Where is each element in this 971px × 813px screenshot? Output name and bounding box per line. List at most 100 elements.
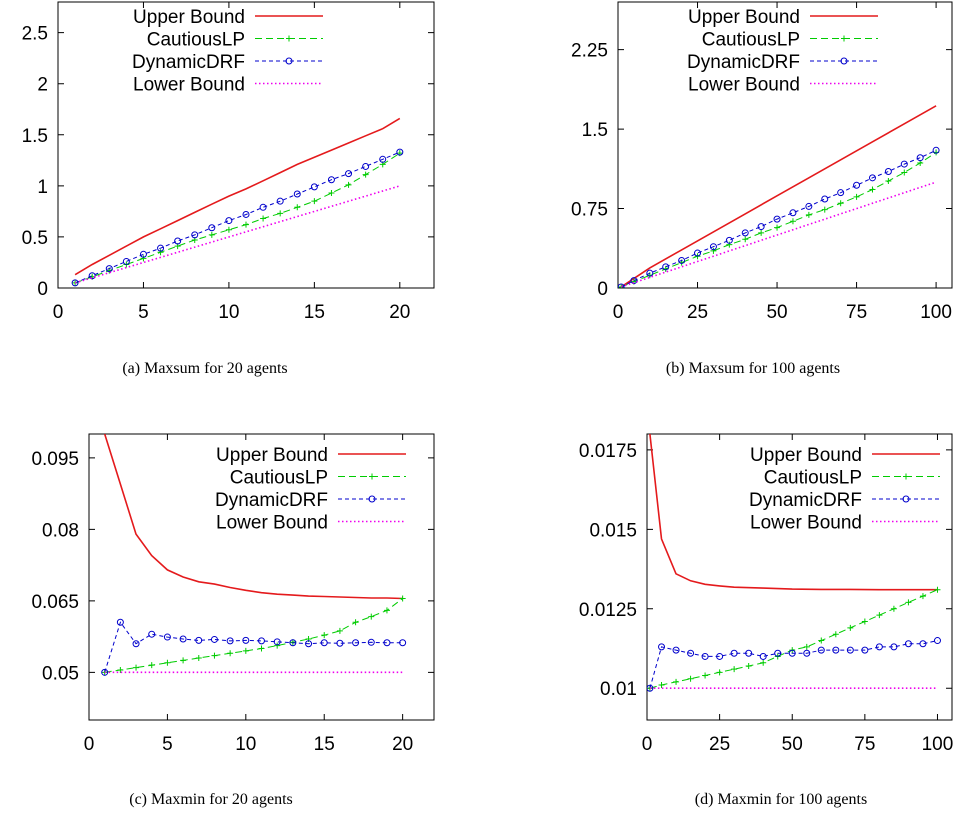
y-tick-label: 0.5 [22,228,48,249]
legend-label: Upper Bound [216,445,328,466]
point-dynamicdrf [258,637,265,645]
point-dynamicdrf [293,190,301,198]
point-cautiouslp [702,672,709,679]
point-cautiouslp [805,211,812,218]
point-cautiouslp [195,655,202,662]
point-dynamicdrf [259,203,267,211]
point-cautiouslp [803,643,810,650]
point-cautiouslp [277,210,284,217]
point-dynamicdrf [701,652,709,660]
y-tick-label: 0.0175 [579,441,637,462]
point-dynamicdrf [352,639,360,647]
point-cautiouslp [837,200,844,207]
point-dynamicdrf [832,646,840,654]
series-line-upper-bound [649,434,938,591]
point-dynamicdrf [174,237,182,245]
legend-marker-dynamicdrf [285,57,293,65]
point-cautiouslp [294,204,301,211]
legend-label: Upper Bound [133,7,245,28]
point-dynamicdrf [101,668,109,676]
point-cautiouslp [818,637,825,644]
point-dynamicdrf [846,646,854,654]
point-cautiouslp [368,613,375,620]
x-tick-label: 10 [218,302,239,323]
point-cautiouslp [919,593,926,600]
point-dynamicdrf [242,210,250,218]
point-dynamicdrf [367,638,375,646]
point-dynamicdrf [289,639,297,647]
x-tick-label: 0 [84,734,95,755]
subfigure-caption: (a) Maxsum for 20 agents [122,360,287,377]
point-dynamicdrf [678,256,686,264]
point-dynamicdrf [646,269,654,277]
point-cautiouslp [260,215,267,222]
point-dynamicdrf [647,684,654,692]
legend-label: CautiousLP [702,30,800,51]
y-tick-label: 0.08 [42,520,79,541]
legend-label: DynamicDRF [132,52,245,73]
point-dynamicdrf [163,633,171,641]
point-dynamicdrf [817,646,825,654]
point-dynamicdrf [741,229,749,237]
point-cautiouslp [148,662,155,669]
point-dynamicdrf [672,646,680,654]
series-line-upper-bound [103,434,403,600]
point-cautiouslp [673,678,680,685]
point-dynamicdrf [122,257,130,265]
point-cautiouslp [399,595,406,602]
point-cautiouslp [853,193,860,200]
x-tick-label: 100 [922,734,954,755]
y-tick-label: 1 [37,177,48,198]
point-cautiouslp [258,645,265,652]
point-dynamicdrf [226,637,234,645]
x-tick-label: 25 [687,302,708,323]
series-line-upper-bound [74,117,401,276]
point-dynamicdrf [310,183,318,191]
x-tick-label: 10 [235,734,256,755]
legend-label: DynamicDRF [749,490,862,511]
x-tick-label: 75 [846,302,867,323]
point-dynamicdrf [789,209,797,217]
point-cautiouslp [890,605,897,612]
y-tick-label: 2 [37,75,48,96]
x-tick-label: 0 [613,302,624,323]
point-cautiouslp [716,669,723,676]
point-cautiouslp [847,624,854,631]
point-dynamicdrf [662,263,670,271]
point-cautiouslp [336,627,343,634]
point-cautiouslp [774,224,781,231]
point-cautiouslp [117,666,124,673]
point-cautiouslp [745,662,752,669]
x-tick-label: 0 [53,302,64,323]
point-cautiouslp [362,171,369,178]
series-group [101,434,407,676]
point-cautiouslp [208,231,215,238]
point-dynamicdrf [884,167,892,175]
point-dynamicdrf [399,639,407,647]
legend-marker-cautiouslp [286,35,292,42]
point-cautiouslp [885,178,892,185]
legend-label: Upper Bound [688,7,800,28]
point-dynamicdrf [890,643,898,651]
x-tick-label: 5 [162,734,173,755]
point-cautiouslp [658,682,665,689]
point-cautiouslp [243,221,249,228]
point-cautiouslp [101,669,108,676]
point-dynamicdrf [658,643,666,651]
point-dynamicdrf [242,636,250,644]
point-dynamicdrf [709,243,717,251]
subfigure-caption: (c) Maxmin for 20 agents [129,791,293,808]
series-line-lower-bound [74,185,401,284]
point-dynamicdrf [396,148,404,156]
point-dynamicdrf [803,649,811,657]
legend-label: Lower Bound [216,513,328,534]
point-dynamicdrf [774,649,782,657]
point-cautiouslp [758,229,765,236]
point-dynamicdrf [805,202,813,210]
series-group [618,105,940,288]
point-cautiouslp [328,190,335,197]
x-tick-label: 100 [920,302,952,323]
point-dynamicdrf [773,215,781,223]
